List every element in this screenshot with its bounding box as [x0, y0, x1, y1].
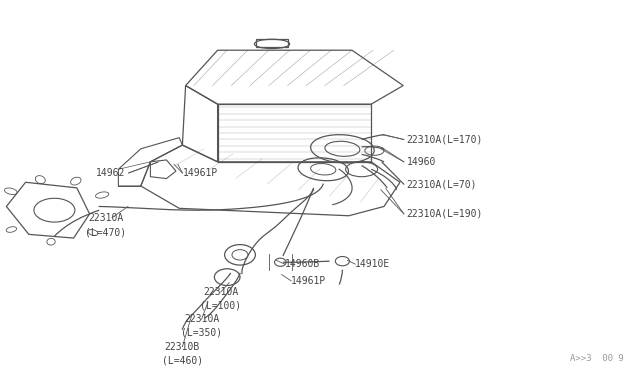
- Text: 22310A(L=70): 22310A(L=70): [406, 179, 477, 189]
- Text: 14962: 14962: [95, 168, 125, 178]
- Text: 14960: 14960: [406, 157, 436, 167]
- Text: 14960B: 14960B: [285, 259, 320, 269]
- Text: 14961P: 14961P: [182, 168, 218, 178]
- Text: (L=100): (L=100): [200, 301, 241, 311]
- Text: 22310B: 22310B: [164, 342, 200, 352]
- Text: (L=470): (L=470): [85, 228, 126, 237]
- Text: 14961P: 14961P: [291, 276, 326, 286]
- Text: 22310A: 22310A: [203, 287, 239, 297]
- Text: 22310A: 22310A: [88, 213, 124, 222]
- Text: A>>3  00 9: A>>3 00 9: [570, 354, 624, 363]
- Text: 22310A(L=190): 22310A(L=190): [406, 209, 483, 219]
- Text: 14910E: 14910E: [355, 259, 390, 269]
- Text: (L=460): (L=460): [162, 355, 203, 365]
- Text: 22310A: 22310A: [184, 314, 220, 324]
- Text: 22310A(L=170): 22310A(L=170): [406, 135, 483, 144]
- Text: (L=350): (L=350): [181, 328, 222, 338]
